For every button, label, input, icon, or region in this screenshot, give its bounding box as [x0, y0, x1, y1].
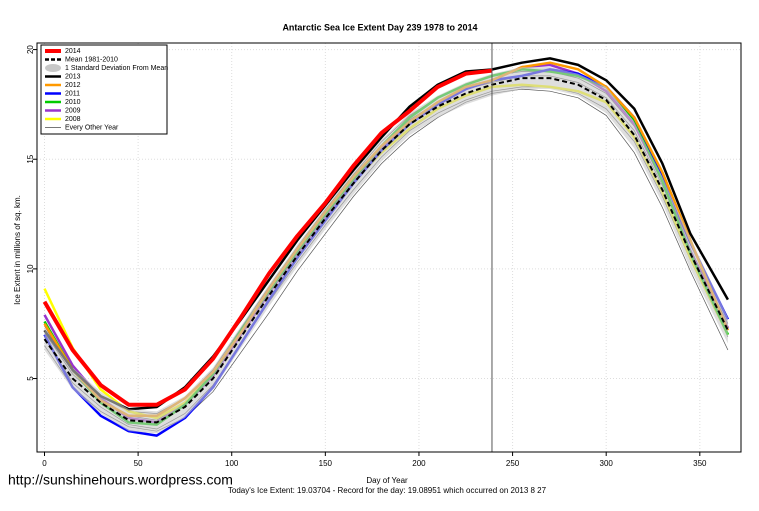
legend-label: Mean 1981-2010 — [65, 56, 118, 63]
legend-box — [40, 44, 168, 135]
legend-label: 2010 — [65, 99, 81, 106]
y-tick-label: 5 — [26, 376, 35, 381]
x-tick-label: 0 — [42, 459, 47, 468]
legend-label: 2012 — [65, 82, 81, 89]
x-tick-label: 50 — [134, 459, 143, 468]
x-tick-label: 300 — [600, 459, 614, 468]
x-tick-label: 350 — [693, 459, 707, 468]
chart-title: Antarctic Sea Ice Extent Day 239 1978 to… — [282, 22, 477, 32]
legend-label: 2008 — [65, 116, 81, 123]
y-tick-label: 10 — [26, 264, 35, 273]
x-tick-label: 100 — [225, 459, 239, 468]
legend-label: 2009 — [65, 107, 81, 114]
legend-label: 2014 — [65, 48, 81, 55]
plot-frame — [36, 42, 742, 453]
watermark: http://sunshinehours.wordpress.com — [8, 472, 233, 488]
x-tick-label: 150 — [319, 459, 333, 468]
legend-label: 2013 — [65, 73, 81, 80]
legend-label: 1 Standard Deviation From Mean — [65, 65, 168, 72]
legend-label: 2011 — [65, 90, 80, 97]
series-line — [42, 68, 493, 407]
x-tick-label: 200 — [412, 459, 426, 468]
footer: Today's Ice Extent: 19.03704 - Record fo… — [228, 486, 547, 495]
sd-band — [44, 67, 728, 434]
x-axis-label: Day of Year — [366, 476, 408, 485]
y-tick-label: 15 — [26, 154, 35, 163]
series-line — [43, 77, 729, 424]
legend-swatch — [45, 64, 61, 72]
y-tick-label: 20 — [26, 45, 35, 54]
y-axis-label: Ice Extent in millions of sq. km. — [13, 195, 22, 305]
legend-label: Every Other Year — [65, 124, 119, 131]
x-tick-label: 250 — [506, 459, 520, 468]
series-line — [43, 57, 729, 411]
